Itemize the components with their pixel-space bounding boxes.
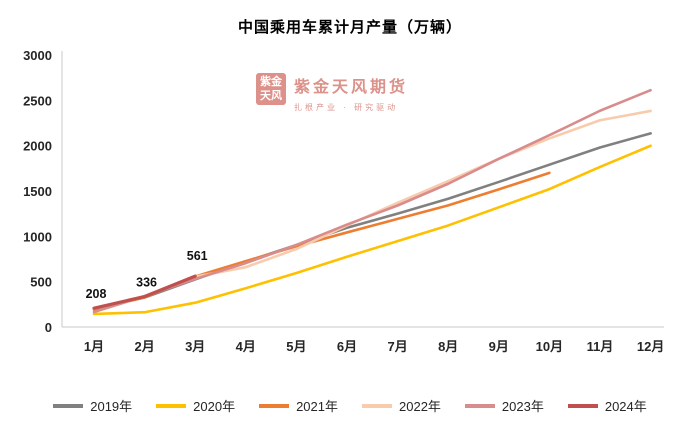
x-tick-label: 3月 — [185, 339, 205, 354]
series-line-2023年 — [92, 88, 652, 314]
y-tick-label: 3000 — [23, 48, 52, 63]
series-line-2020年 — [92, 144, 652, 316]
legend-swatch — [53, 403, 84, 408]
data-label: 561 — [187, 249, 208, 263]
x-tick-label: 4月 — [236, 339, 256, 354]
legend-item-2020年: 2020年 — [156, 396, 235, 415]
legend-label: 2019年 — [90, 399, 133, 414]
x-tick-label: 9月 — [489, 339, 509, 354]
legend-label: 2021年 — [296, 399, 338, 414]
legend-swatch — [362, 403, 392, 408]
legend-item-2024年: 2024年 — [567, 396, 647, 415]
data-label: 336 — [136, 276, 157, 290]
x-tick-label: 6月 — [337, 339, 357, 354]
legend-swatch — [567, 403, 598, 408]
chart-title: 中国乘用车累计月产量（万辆） — [237, 19, 462, 36]
x-tick-label: 8月 — [438, 339, 458, 354]
x-tick-label: 7月 — [387, 339, 407, 354]
legend-item-2021年: 2021年 — [259, 396, 338, 415]
x-tick-label: 5月 — [286, 339, 306, 354]
chart-legend: 2019年 2020年 2021年 2022年 2023年 2024年 — [0, 396, 700, 415]
legend-label: 2023年 — [501, 399, 544, 414]
chart-area: 0 500 1000 1500 2000 2500 3000 1月 2月 3月 4月 5月 6月 7月 8月… — [0, 39, 700, 396]
x-tick-label: 1月 — [84, 339, 104, 354]
y-tick-label: 500 — [30, 275, 52, 290]
legend-label: 2020年 — [193, 399, 236, 414]
y-tick-label: 2000 — [23, 139, 52, 154]
y-tick-label: 2500 — [23, 93, 52, 108]
legend-item-2023年: 2023年 — [464, 396, 544, 415]
x-tick-label: 11月 — [587, 339, 614, 354]
y-tick-label: 0 — [45, 320, 52, 335]
series-line-2022年 — [92, 109, 652, 310]
legend-swatch — [259, 403, 290, 408]
y-tick-label: 1000 — [23, 229, 52, 244]
x-tick-label: 10月 — [536, 339, 563, 354]
line-chart: 0 500 1000 1500 2000 2500 3000 1月 2月 3月 4月 5月 6月 7月 8月… — [23, 48, 664, 354]
legend-label: 2022年 — [399, 399, 441, 414]
legend-item-2022年: 2022年 — [362, 396, 441, 415]
y-tick-label: 1500 — [23, 184, 52, 199]
x-tick-label: 12月 — [637, 339, 664, 354]
data-label: 208 — [86, 287, 107, 301]
legend-swatch — [464, 403, 495, 408]
legend-item-2019年: 2019年 — [53, 396, 132, 415]
x-tick-label: 2月 — [134, 339, 154, 354]
legend-label: 2024年 — [604, 399, 647, 414]
series-line-2024年 — [92, 274, 197, 310]
legend-swatch — [156, 403, 187, 408]
